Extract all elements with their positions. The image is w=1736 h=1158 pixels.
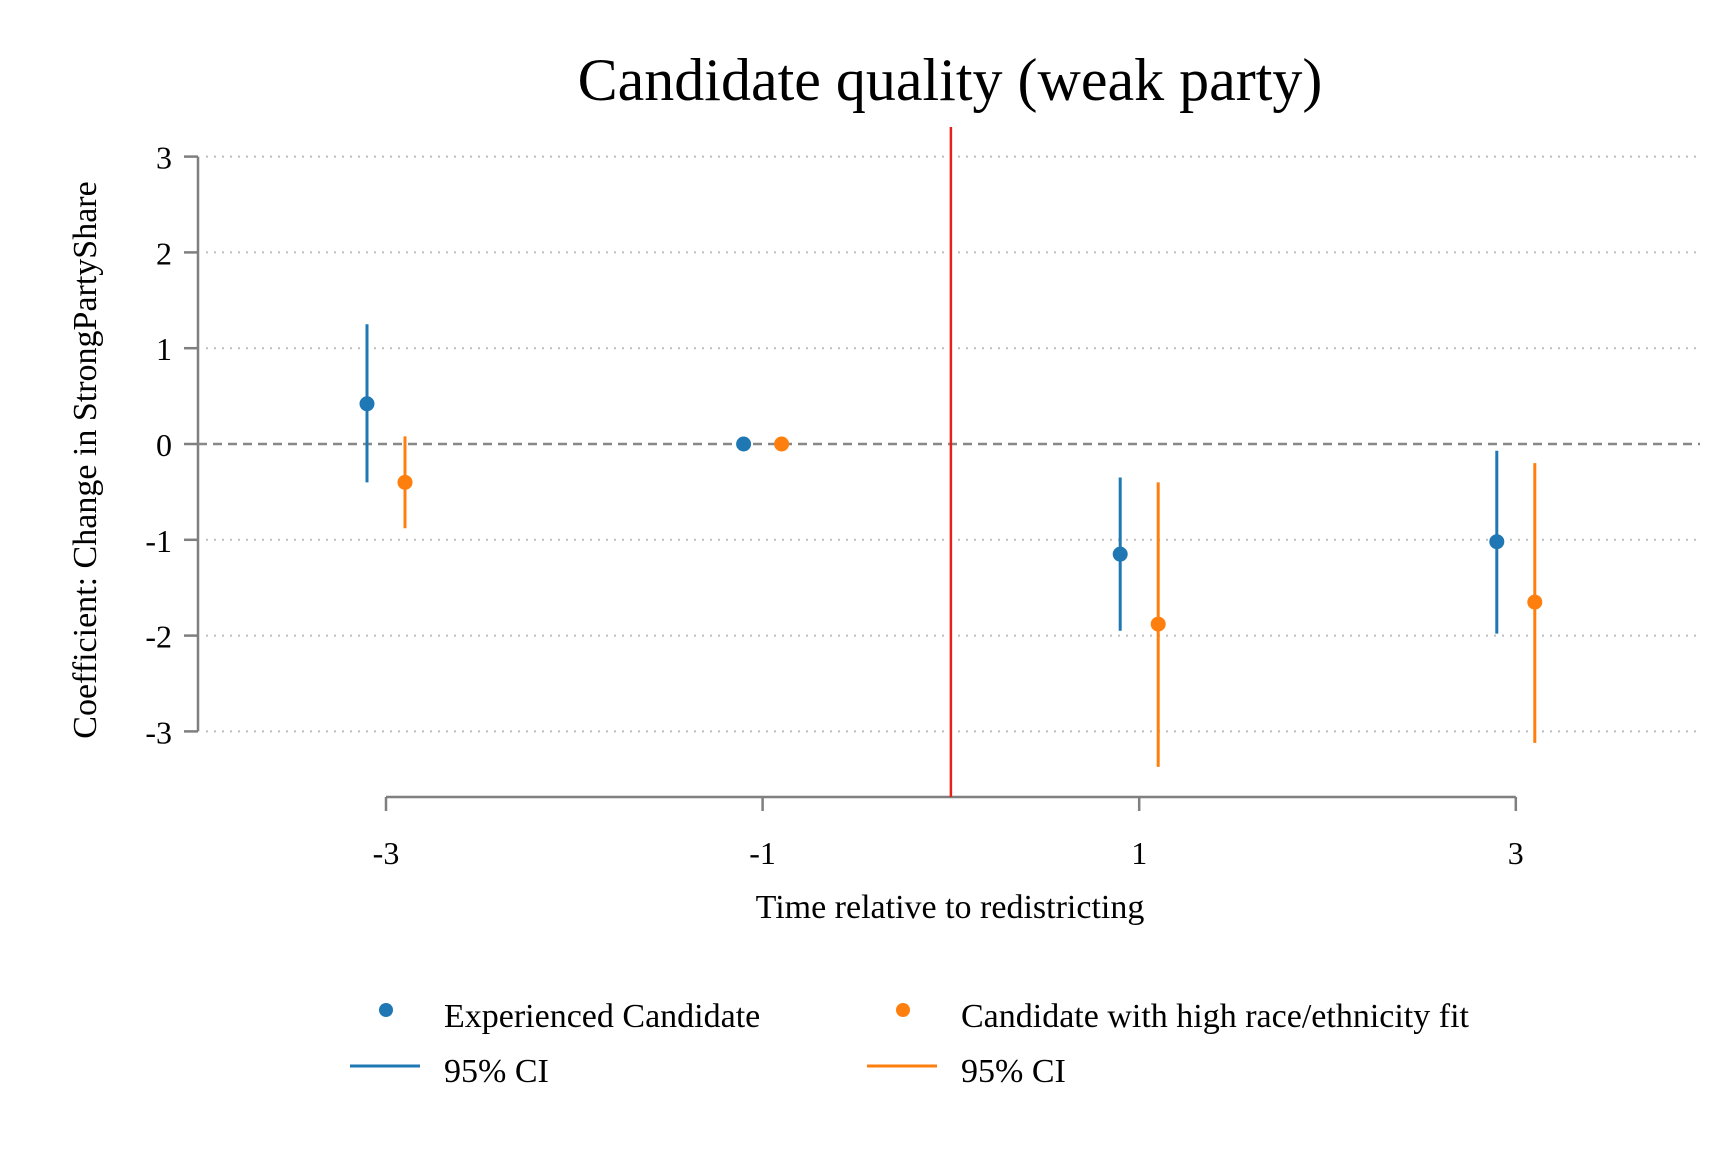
y-tick-label: -1 <box>145 523 172 559</box>
data-point <box>1112 546 1128 562</box>
x-tick-label: -1 <box>749 835 776 871</box>
data-point <box>397 474 413 490</box>
legend-point-marker <box>896 1003 910 1017</box>
legend-series-label: Experienced Candidate <box>444 998 760 1035</box>
y-tick-label: -3 <box>145 714 172 750</box>
legend-ci-label: 95% CI <box>444 1053 549 1090</box>
reference-lines <box>198 127 1700 797</box>
y-tick-label: 2 <box>156 235 172 271</box>
x-axis-label: Time relative to redistricting <box>756 889 1145 926</box>
x-tick-label: 3 <box>1508 835 1524 871</box>
x-tick-label: -3 <box>373 835 400 871</box>
y-tick-label: 0 <box>156 427 172 463</box>
data-point <box>774 436 790 452</box>
data-point <box>1489 534 1505 550</box>
y-axis-label: Coefficient: Change in StrongPartyShare <box>67 181 104 738</box>
data-point <box>1150 616 1166 632</box>
chart-title: Candidate quality (weak party) <box>578 47 1323 113</box>
x-tick-label: 1 <box>1131 835 1147 871</box>
legend-series-label: Candidate with high race/ethnicity fit <box>961 998 1470 1035</box>
y-tick-label: -2 <box>145 619 172 655</box>
y-tick-label: 1 <box>156 331 172 367</box>
legend: Experienced Candidate 95% CI Candidate wit… <box>350 998 1470 1090</box>
grid-lines <box>206 155 1700 733</box>
data-point <box>1527 594 1543 610</box>
legend-point-marker <box>379 1003 393 1017</box>
data-point <box>359 396 375 412</box>
axes: 3 2 1 0 -1 -2 -3 -3 -1 1 3 <box>145 140 1523 871</box>
data-point <box>736 436 752 452</box>
legend-ci-label: 95% CI <box>961 1053 1066 1090</box>
data-marks <box>359 324 1543 767</box>
y-tick-label: 3 <box>156 140 172 176</box>
